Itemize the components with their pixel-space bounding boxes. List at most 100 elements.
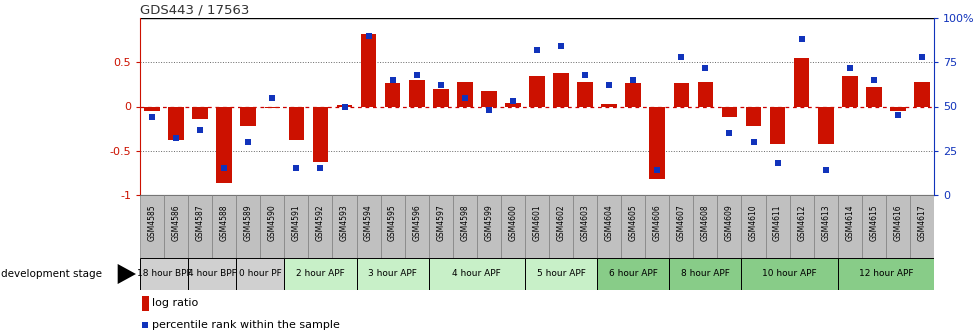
Bar (457, 82, 472, 107)
Bar (909, 195, 933, 258)
Bar (577, 82, 593, 107)
Text: GSM4605: GSM4605 (628, 204, 637, 241)
Bar (501, 195, 524, 258)
Bar (284, 195, 308, 258)
Bar (452, 195, 476, 258)
Text: GSM4593: GSM4593 (339, 204, 348, 241)
Bar (284, 258, 356, 290)
Bar (428, 258, 524, 290)
Text: GSM4615: GSM4615 (868, 204, 877, 241)
Text: GSM4591: GSM4591 (291, 204, 300, 241)
Text: GSM4604: GSM4604 (604, 204, 613, 241)
Bar (740, 258, 837, 290)
Bar (817, 107, 832, 144)
Bar (264, 107, 280, 108)
Text: development stage: development stage (1, 269, 102, 279)
Bar (524, 195, 549, 258)
Bar (192, 107, 207, 119)
Bar (333, 195, 356, 258)
Text: GSM4606: GSM4606 (652, 204, 661, 241)
Text: GSM4603: GSM4603 (580, 204, 589, 241)
Bar (216, 107, 232, 183)
Text: GSM4589: GSM4589 (244, 204, 252, 241)
Text: 18 hour BPF: 18 hour BPF (137, 269, 191, 279)
Bar (745, 107, 761, 126)
Polygon shape (117, 264, 136, 284)
Bar (168, 107, 184, 140)
Bar (260, 195, 284, 258)
Text: GSM4616: GSM4616 (893, 204, 902, 241)
Bar (236, 258, 284, 290)
Bar (289, 107, 304, 140)
Text: GSM4617: GSM4617 (916, 204, 925, 241)
Bar (142, 296, 149, 311)
Text: GSM4587: GSM4587 (196, 204, 204, 241)
Text: 2 hour APF: 2 hour APF (295, 269, 344, 279)
Text: GSM4595: GSM4595 (387, 204, 397, 241)
Text: 4 hour APF: 4 hour APF (452, 269, 501, 279)
Text: 8 hour APF: 8 hour APF (681, 269, 729, 279)
Bar (480, 91, 496, 107)
Bar (645, 195, 669, 258)
Bar (673, 83, 689, 107)
Text: GSM4585: GSM4585 (148, 204, 156, 241)
Bar (553, 73, 568, 107)
Bar (409, 80, 424, 107)
Bar (621, 195, 645, 258)
Text: 12 hour APF: 12 hour APF (858, 269, 912, 279)
Bar (717, 195, 740, 258)
Bar (841, 76, 857, 107)
Bar (597, 258, 669, 290)
Bar (625, 83, 641, 107)
Bar (597, 195, 621, 258)
Bar (769, 107, 784, 144)
Bar (765, 195, 789, 258)
Bar (813, 195, 837, 258)
Bar (212, 195, 236, 258)
Text: 5 hour APF: 5 hour APF (536, 269, 585, 279)
Text: GSM4612: GSM4612 (796, 204, 805, 241)
Bar (889, 107, 905, 111)
Bar (837, 195, 861, 258)
Text: GDS443 / 17563: GDS443 / 17563 (140, 4, 249, 17)
Bar (866, 87, 881, 107)
Bar (885, 195, 909, 258)
Bar (188, 195, 212, 258)
Text: GSM4598: GSM4598 (460, 204, 468, 241)
Text: GSM4602: GSM4602 (556, 204, 565, 241)
Bar (913, 82, 929, 107)
Bar (380, 195, 404, 258)
Bar (529, 76, 544, 107)
Text: GSM4596: GSM4596 (412, 204, 421, 241)
Text: GSM4590: GSM4590 (268, 204, 277, 241)
Text: 0 hour PF: 0 hour PF (239, 269, 282, 279)
Bar (740, 195, 765, 258)
Text: GSM4588: GSM4588 (219, 204, 229, 241)
Text: percentile rank within the sample: percentile rank within the sample (152, 320, 339, 330)
Bar (428, 195, 452, 258)
Bar (360, 34, 376, 107)
Bar (572, 195, 597, 258)
Bar (669, 195, 692, 258)
Bar (505, 103, 520, 107)
Bar (144, 107, 159, 111)
Bar (432, 89, 448, 107)
Bar (384, 83, 400, 107)
Bar (236, 195, 260, 258)
Bar (692, 195, 717, 258)
Text: GSM4614: GSM4614 (844, 204, 854, 241)
Text: log ratio: log ratio (152, 298, 198, 308)
Bar (789, 195, 813, 258)
Text: GSM4594: GSM4594 (364, 204, 373, 241)
Text: GSM4610: GSM4610 (748, 204, 757, 241)
Text: GSM4586: GSM4586 (171, 204, 180, 241)
Text: 4 hour BPF: 4 hour BPF (188, 269, 237, 279)
Bar (356, 195, 380, 258)
Bar (241, 107, 256, 126)
Bar (164, 195, 188, 258)
Bar (721, 107, 736, 117)
Text: GSM4613: GSM4613 (821, 204, 829, 241)
Bar (524, 258, 597, 290)
Bar (476, 195, 501, 258)
Text: GSM4597: GSM4597 (436, 204, 445, 241)
